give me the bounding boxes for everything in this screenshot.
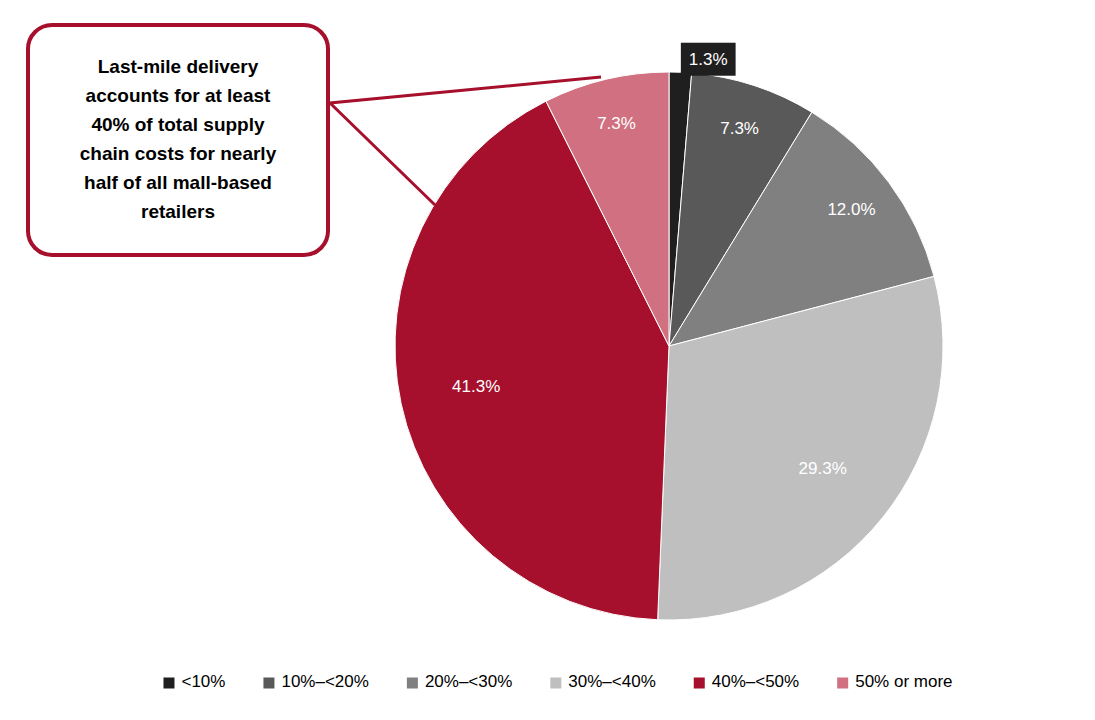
legend-item: 40%–<50% (694, 672, 799, 691)
legend-label: 10%–<20% (281, 672, 368, 691)
data-label: 29.3% (799, 459, 847, 478)
legend-item: 10%–<20% (263, 672, 368, 691)
legend-label: 40%–<50% (712, 672, 799, 691)
legend-item: 20%–<30% (407, 672, 512, 691)
legend: <10% 10%–<20% 20%–<30% 30%–<40% 40%–<50% 50% … (163, 672, 952, 691)
pie (395, 72, 943, 620)
callout-box (28, 25, 328, 255)
legend-item: <10% (163, 672, 225, 691)
annotation-line: accounts for at least (86, 85, 271, 106)
legend-swatch (163, 678, 174, 689)
legend-label: 50% or more (855, 672, 952, 691)
annotation: Last-mile delivery accounts for at least 4… (28, 25, 601, 255)
legend-item: 50% or more (837, 672, 952, 691)
legend-swatch (407, 678, 418, 689)
legend-item: 30%–<40% (550, 672, 655, 691)
pie-slice (546, 72, 669, 346)
annotation-line: chain costs for nearly (80, 143, 277, 164)
callout-pointer (330, 77, 601, 205)
data-label-box (681, 43, 736, 76)
annotation-line: 40% of total supply (91, 114, 265, 135)
annotation-line: retailers (141, 201, 215, 222)
annotation-text: Last-mile delivery accounts for at least 4… (80, 56, 277, 222)
legend-swatch (694, 678, 705, 689)
annotation-line: half of all mall-based (84, 172, 272, 193)
data-label: 7.3% (597, 114, 636, 133)
data-labels: 1.3% 7.3% 12.0% 29.3% 41.3% 7.3% (452, 43, 876, 478)
data-label: 7.3% (720, 119, 759, 138)
legend-swatch (263, 678, 274, 689)
data-label: 1.3% (689, 50, 728, 69)
data-label: 41.3% (452, 377, 500, 396)
chart: 1.3% 7.3% 12.0% 29.3% 41.3% 7.3% Last-mile del… (0, 0, 1095, 720)
legend-label: 20%–<30% (425, 672, 512, 691)
legend-label: <10% (181, 672, 225, 691)
legend-swatch (837, 678, 848, 689)
pie-slice (658, 276, 943, 620)
annotation-line: Last-mile delivery (98, 56, 259, 77)
data-label: 12.0% (827, 200, 875, 219)
legend-swatch (550, 678, 561, 689)
legend-label: 30%–<40% (568, 672, 655, 691)
